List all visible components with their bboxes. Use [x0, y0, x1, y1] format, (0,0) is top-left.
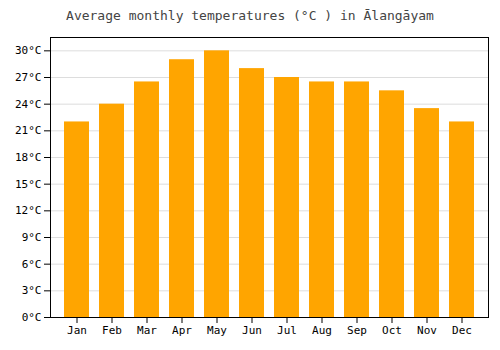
svg-text:21°C: 21°C: [15, 124, 42, 137]
svg-text:0°C: 0°C: [22, 311, 42, 324]
svg-text:May: May: [207, 324, 227, 337]
svg-text:Dec: Dec: [452, 324, 472, 337]
svg-text:Jun: Jun: [242, 324, 262, 337]
html-text:Average monthly temperatures (: Average monthly temperatures (°C ) in Āl…: [66, 8, 434, 23]
svg-text:Jan: Jan: [67, 324, 87, 337]
svg-text:9°C: 9°C: [22, 231, 42, 244]
svg-text:27°C: 27°C: [15, 71, 42, 84]
svg-text:3°C: 3°C: [22, 284, 42, 297]
svg-text:Mar: Mar: [137, 324, 157, 337]
svg-text:Apr: Apr: [172, 324, 192, 337]
svg-text:24°C: 24°C: [15, 98, 42, 111]
svg-text:Feb: Feb: [102, 324, 122, 337]
svg-text:Nov: Nov: [417, 324, 437, 337]
svg-text:Aug: Aug: [312, 324, 332, 337]
svg-text:Sep: Sep: [347, 324, 367, 337]
svg-text:12°C: 12°C: [15, 204, 42, 217]
svg-text:30°C: 30°C: [15, 44, 42, 57]
svg-text:Jul: Jul: [277, 324, 297, 337]
svg-text:18°C: 18°C: [15, 151, 42, 164]
svg-text:Oct: Oct: [382, 324, 402, 337]
svg-text:6°C: 6°C: [22, 258, 42, 271]
svg-text:15°C: 15°C: [15, 178, 42, 191]
